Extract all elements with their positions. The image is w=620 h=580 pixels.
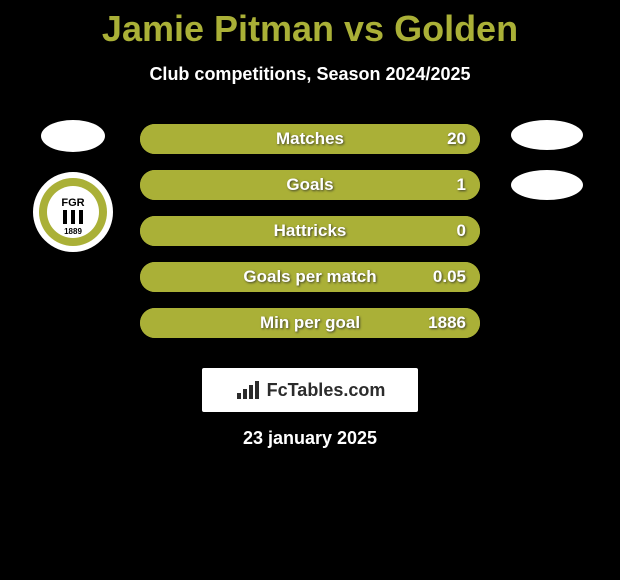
player-left-column: FGR 1889 bbox=[28, 120, 118, 252]
season-subtitle: Club competitions, Season 2024/2025 bbox=[0, 64, 620, 85]
player-right-marker-2 bbox=[511, 170, 583, 200]
source-logo-text: FcTables.com bbox=[267, 380, 386, 401]
player-right-marker-1 bbox=[511, 120, 583, 150]
crest-label-bottom: 1889 bbox=[64, 227, 82, 236]
source-logo: FcTables.com bbox=[202, 368, 418, 412]
bars-icon bbox=[235, 379, 261, 401]
bar-label: Goals bbox=[140, 175, 480, 195]
footer-region: FcTables.com 23 january 2025 bbox=[0, 354, 620, 449]
bar-value: 20 bbox=[447, 129, 466, 149]
bar-label: Goals per match bbox=[140, 267, 480, 287]
bar-row: Goals 1 bbox=[140, 170, 480, 200]
crest-svg: FGR 1889 bbox=[37, 176, 109, 248]
snapshot-date: 23 january 2025 bbox=[0, 428, 620, 449]
bar-label: Matches bbox=[140, 129, 480, 149]
bar-row: Goals per match 0.05 bbox=[140, 262, 480, 292]
stats-bars: Matches 20 Goals 1 Hattricks 0 Goals per… bbox=[140, 124, 480, 354]
stats-comparison-card: Jamie Pitman vs Golden Club competitions… bbox=[0, 0, 620, 580]
player-left-marker bbox=[41, 120, 105, 152]
crest-label-top: FGR bbox=[61, 197, 84, 209]
bar-row: Matches 20 bbox=[140, 124, 480, 154]
player-right-column bbox=[502, 120, 592, 220]
bar-value: 1 bbox=[457, 175, 466, 195]
bar-row: Min per goal 1886 bbox=[140, 308, 480, 338]
bar-value: 1886 bbox=[428, 313, 466, 333]
bar-value: 0.05 bbox=[433, 267, 466, 287]
bar-label: Hattricks bbox=[140, 221, 480, 241]
bar-value: 0 bbox=[457, 221, 466, 241]
club-crest-left: FGR 1889 bbox=[33, 172, 113, 252]
page-title: Jamie Pitman vs Golden bbox=[0, 0, 620, 50]
bar-row: Hattricks 0 bbox=[140, 216, 480, 246]
